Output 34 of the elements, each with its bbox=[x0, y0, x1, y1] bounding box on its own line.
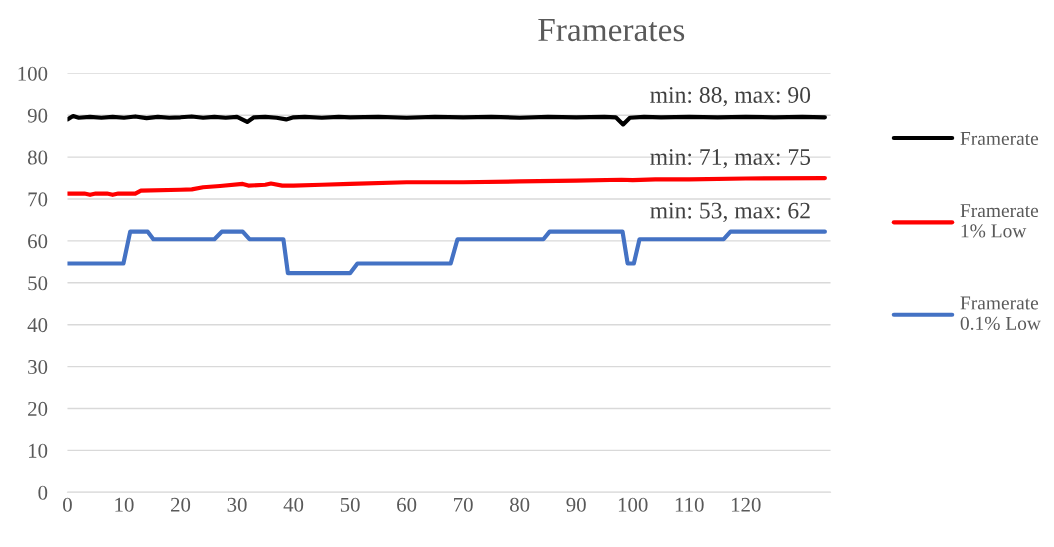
y-tick-label: 100 bbox=[18, 66, 48, 81]
x-tick-label: 50 bbox=[340, 497, 360, 512]
x-tick-label: 80 bbox=[510, 497, 530, 512]
x-tick-label: 20 bbox=[171, 497, 191, 512]
y-tick-label: 30 bbox=[28, 359, 48, 375]
x-tick-label: 60 bbox=[397, 497, 417, 512]
legend-label: Framerate 1% Low bbox=[960, 204, 1039, 238]
x-tick-label: 30 bbox=[227, 497, 247, 512]
x-tick-label: 90 bbox=[566, 497, 586, 512]
legend-label: Framerate bbox=[960, 132, 1039, 146]
line-series bbox=[67, 229, 827, 276]
y-tick-label: 60 bbox=[28, 234, 48, 249]
x-tick-label: 120 bbox=[731, 497, 761, 512]
y-tick-label: 70 bbox=[28, 192, 48, 207]
y-tick-label: 0 bbox=[38, 485, 48, 500]
y-tick-label: 10 bbox=[29, 443, 48, 458]
x-tick-label: 100 bbox=[618, 497, 648, 512]
line-series bbox=[67, 113, 827, 127]
x-tick-label: 0 bbox=[63, 497, 72, 512]
x-tick-label: 110 bbox=[675, 497, 704, 512]
x-tick-label: 10 bbox=[115, 497, 134, 512]
annotation: min: 71, max: 75 bbox=[650, 149, 811, 169]
y-tick-label: 80 bbox=[27, 150, 48, 165]
y-tick-label: 90 bbox=[27, 108, 48, 123]
line-series bbox=[67, 175, 827, 197]
x-tick-label: 70 bbox=[454, 497, 473, 512]
y-tick-label: 20 bbox=[28, 401, 48, 416]
x-tick-label: 40 bbox=[283, 497, 304, 512]
legend-label: Framerate 0.1% Low bbox=[960, 296, 1041, 330]
annotation: min: 53, max: 62 bbox=[650, 202, 810, 222]
y-tick-label: 40 bbox=[27, 318, 48, 333]
y-tick-label: 50 bbox=[28, 276, 48, 291]
annotation: min: 88, max: 90 bbox=[650, 86, 811, 107]
chart-title: Framerates bbox=[538, 19, 685, 42]
